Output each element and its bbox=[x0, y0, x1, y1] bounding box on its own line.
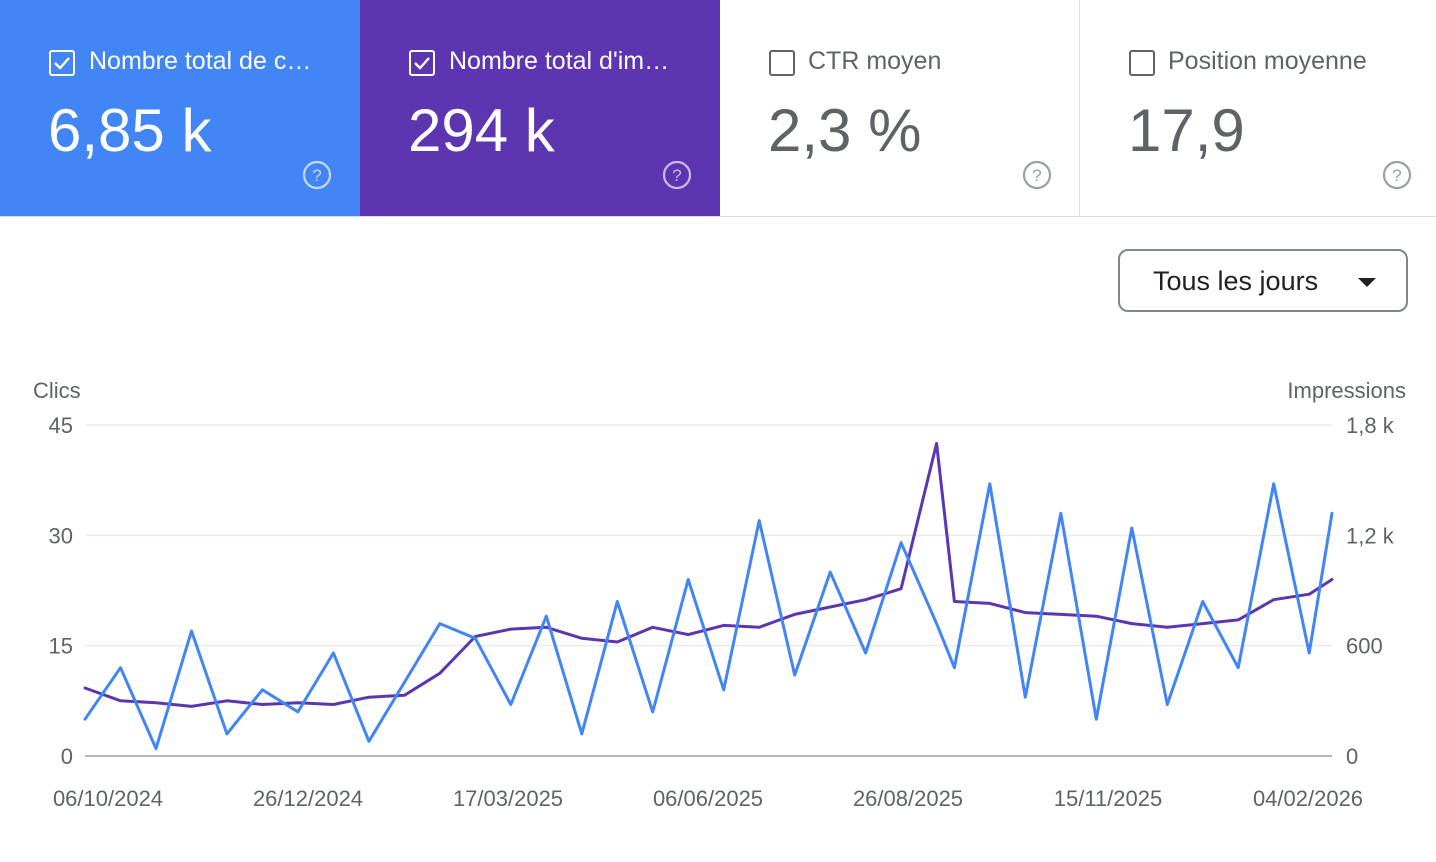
left-tick-label: 15 bbox=[49, 634, 73, 659]
x-tick-label: 26/08/2025 bbox=[853, 786, 963, 811]
help-icon[interactable]: ? bbox=[1022, 160, 1052, 190]
right-tick-label: 1,2 k bbox=[1346, 523, 1395, 548]
check-icon bbox=[54, 57, 70, 70]
position-metric-card[interactable]: Position moyenne 17,9 ? bbox=[1080, 0, 1436, 216]
clicks-value: 6,85 k bbox=[48, 97, 212, 164]
right-tick-label: 0 bbox=[1346, 744, 1358, 769]
impressions-value: 294 k bbox=[408, 97, 555, 164]
x-tick-label: 04/02/2026 bbox=[1253, 786, 1363, 811]
right-axis-title: Impressions bbox=[1287, 378, 1406, 403]
check-icon bbox=[414, 57, 430, 70]
svg-text:?: ? bbox=[312, 166, 321, 185]
x-tick-label: 15/11/2025 bbox=[1054, 786, 1162, 811]
ctr-value: 2,3 % bbox=[768, 97, 922, 164]
ctr-checkbox[interactable] bbox=[769, 50, 795, 76]
svg-text:?: ? bbox=[1392, 166, 1401, 185]
x-tick-label: 06/06/2025 bbox=[653, 786, 763, 811]
x-tick-label: 06/10/2024 bbox=[53, 786, 163, 811]
right-tick-label: 1,8 k bbox=[1346, 413, 1395, 438]
x-tick-label: 17/03/2025 bbox=[453, 786, 563, 811]
left-axis-title: Clics bbox=[33, 378, 81, 403]
help-icon[interactable]: ? bbox=[302, 160, 332, 190]
series-layer bbox=[83, 441, 1334, 751]
impressions-metric-card[interactable]: Nombre total d'im… 294 k ? bbox=[360, 0, 720, 216]
left-tick-label: 0 bbox=[61, 744, 73, 769]
svg-text:?: ? bbox=[1032, 166, 1041, 185]
position-checkbox[interactable] bbox=[1129, 50, 1155, 76]
clicks-series-line bbox=[83, 482, 1334, 751]
impressions-label: Nombre total d'im… bbox=[449, 47, 670, 75]
help-icon[interactable]: ? bbox=[662, 160, 692, 190]
period-selector-label: Tous les jours bbox=[1153, 266, 1319, 296]
performance-chart[interactable]: Clics Impressions 0 15 30 45 0 600 1,2 k 1,8 k… bbox=[0, 360, 1436, 830]
clicks-checkbox[interactable] bbox=[49, 50, 75, 76]
caret-down-icon bbox=[1358, 278, 1376, 287]
impressions-series-line bbox=[83, 441, 1334, 708]
metric-cards: Nombre total de c… 6,85 k ? Nombre total… bbox=[0, 0, 1436, 217]
x-tick-label: 26/12/2024 bbox=[253, 786, 363, 811]
position-value: 17,9 bbox=[1128, 97, 1245, 164]
position-label: Position moyenne bbox=[1168, 47, 1367, 75]
ctr-label: CTR moyen bbox=[808, 47, 942, 75]
clicks-label: Nombre total de c… bbox=[89, 47, 312, 75]
svg-text:?: ? bbox=[672, 166, 681, 185]
left-axis-ticks: 0 15 30 45 bbox=[49, 413, 73, 769]
left-tick-label: 45 bbox=[49, 413, 73, 438]
help-icon[interactable]: ? bbox=[1382, 160, 1412, 190]
ctr-metric-card[interactable]: CTR moyen 2,3 % ? bbox=[720, 0, 1080, 216]
left-tick-label: 30 bbox=[49, 523, 73, 548]
period-selector[interactable]: Tous les jours bbox=[1118, 249, 1408, 312]
impressions-checkbox[interactable] bbox=[409, 50, 435, 76]
x-axis-ticks: 06/10/2024 26/12/2024 17/03/2025 06/06/2025… bbox=[53, 786, 1363, 811]
clicks-metric-card[interactable]: Nombre total de c… 6,85 k ? bbox=[0, 0, 360, 216]
right-axis-ticks: 0 600 1,2 k 1,8 k bbox=[1346, 413, 1395, 769]
right-tick-label: 600 bbox=[1346, 634, 1383, 659]
